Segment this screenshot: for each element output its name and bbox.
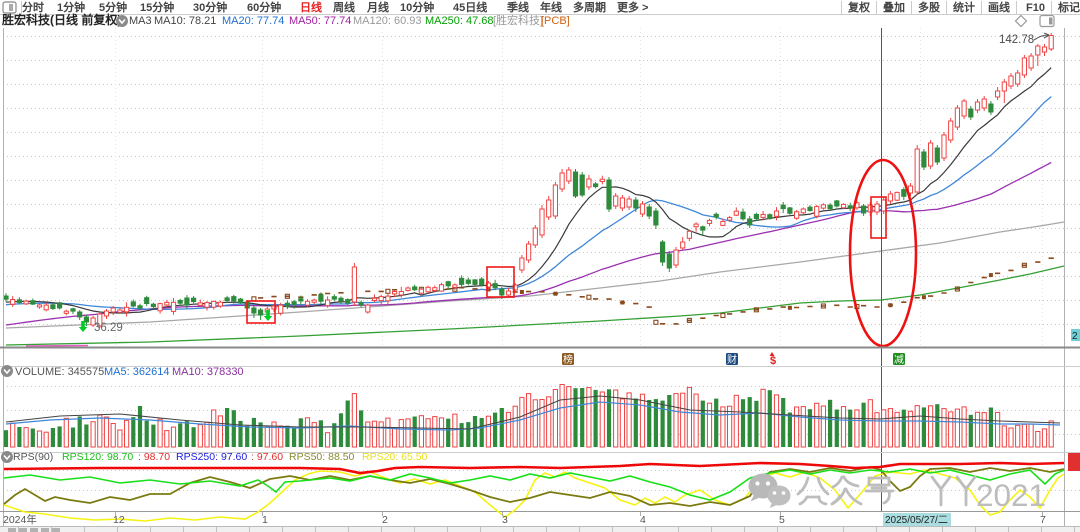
svg-text:多股: 多股 bbox=[918, 0, 941, 14]
svg-text:F10: F10 bbox=[1026, 2, 1045, 14]
svg-text:2025/05/27/二: 2025/05/27/二 bbox=[885, 515, 948, 526]
svg-text:12: 12 bbox=[113, 514, 125, 526]
svg-text:周线: 周线 bbox=[333, 0, 355, 14]
svg-text:MA3: MA3 bbox=[129, 15, 152, 27]
svg-text:减: 减 bbox=[894, 354, 904, 366]
svg-text:: 98.70: : 98.70 bbox=[138, 451, 170, 463]
svg-text:财: 财 bbox=[727, 353, 737, 366]
svg-text:45日线: 45日线 bbox=[453, 0, 487, 14]
svg-text:MA10: 78.21: MA10: 78.21 bbox=[154, 15, 216, 27]
svg-text:MA20: 77.74: MA20: 77.74 bbox=[222, 15, 284, 27]
svg-text:10分钟: 10分钟 bbox=[400, 0, 434, 14]
svg-text:30分钟: 30分钟 bbox=[193, 0, 227, 14]
svg-text:MA50: 77.74: MA50: 77.74 bbox=[289, 15, 351, 27]
svg-text:2024年: 2024年 bbox=[3, 513, 37, 526]
svg-text:胜宏科技(日线 前复权): 胜宏科技(日线 前复权) bbox=[2, 12, 121, 27]
svg-text:分时: 分时 bbox=[22, 0, 44, 14]
svg-text:RPS250: 97.60: RPS250: 97.60 bbox=[176, 451, 247, 463]
svg-text:[胜宏科技]: [胜宏科技] bbox=[493, 13, 543, 27]
svg-text:MA250: 47.68: MA250: 47.68 bbox=[425, 15, 494, 27]
svg-text:季线: 季线 bbox=[506, 0, 529, 14]
svg-text:1分钟: 1分钟 bbox=[57, 0, 85, 14]
svg-text:60分钟: 60分钟 bbox=[247, 0, 281, 14]
svg-text:VOLUME: 345575: VOLUME: 345575 bbox=[15, 366, 104, 378]
svg-text:更多 >: 更多 > bbox=[617, 0, 648, 14]
svg-text:MA10: 378330: MA10: 378330 bbox=[172, 366, 244, 378]
svg-text:画线: 画线 bbox=[988, 0, 1010, 14]
svg-text:月线: 月线 bbox=[366, 0, 389, 14]
svg-text:4: 4 bbox=[640, 514, 646, 526]
svg-text:RPS50: 88.50: RPS50: 88.50 bbox=[289, 451, 355, 463]
svg-text:$: $ bbox=[770, 355, 776, 367]
svg-text:[PCB]: [PCB] bbox=[541, 15, 570, 27]
svg-text:标记: 标记 bbox=[1057, 0, 1080, 14]
svg-text:2: 2 bbox=[382, 514, 388, 526]
svg-text:7: 7 bbox=[1040, 514, 1046, 526]
svg-text:3: 3 bbox=[502, 514, 508, 526]
svg-text:复权: 复权 bbox=[847, 0, 871, 14]
svg-text:MA120: 60.93: MA120: 60.93 bbox=[353, 15, 422, 27]
svg-text:1: 1 bbox=[262, 514, 268, 526]
svg-text:RPS(90): RPS(90) bbox=[13, 451, 53, 463]
svg-text:5分钟: 5分钟 bbox=[99, 0, 127, 14]
svg-text:叠加: 叠加 bbox=[883, 0, 905, 14]
svg-text:142.78: 142.78 bbox=[999, 34, 1034, 46]
svg-text:年线: 年线 bbox=[540, 0, 562, 14]
svg-text:统计: 统计 bbox=[953, 0, 975, 14]
svg-text:5: 5 bbox=[779, 514, 785, 526]
svg-text:日线: 日线 bbox=[300, 0, 322, 14]
svg-text:MA5: 362614: MA5: 362614 bbox=[104, 366, 169, 378]
svg-text:RPS20: 65.50: RPS20: 65.50 bbox=[362, 451, 428, 463]
svg-text:多周期: 多周期 bbox=[573, 0, 606, 14]
svg-text:2: 2 bbox=[1072, 331, 1078, 342]
svg-text:2021: 2021 bbox=[976, 477, 1046, 513]
svg-text:RPS120: 98.70: RPS120: 98.70 bbox=[62, 451, 133, 463]
svg-text:榜: 榜 bbox=[563, 353, 573, 366]
svg-text:15分钟: 15分钟 bbox=[140, 0, 174, 14]
svg-text:36.29: 36.29 bbox=[94, 322, 123, 334]
svg-text:: 97.60: : 97.60 bbox=[251, 451, 283, 463]
